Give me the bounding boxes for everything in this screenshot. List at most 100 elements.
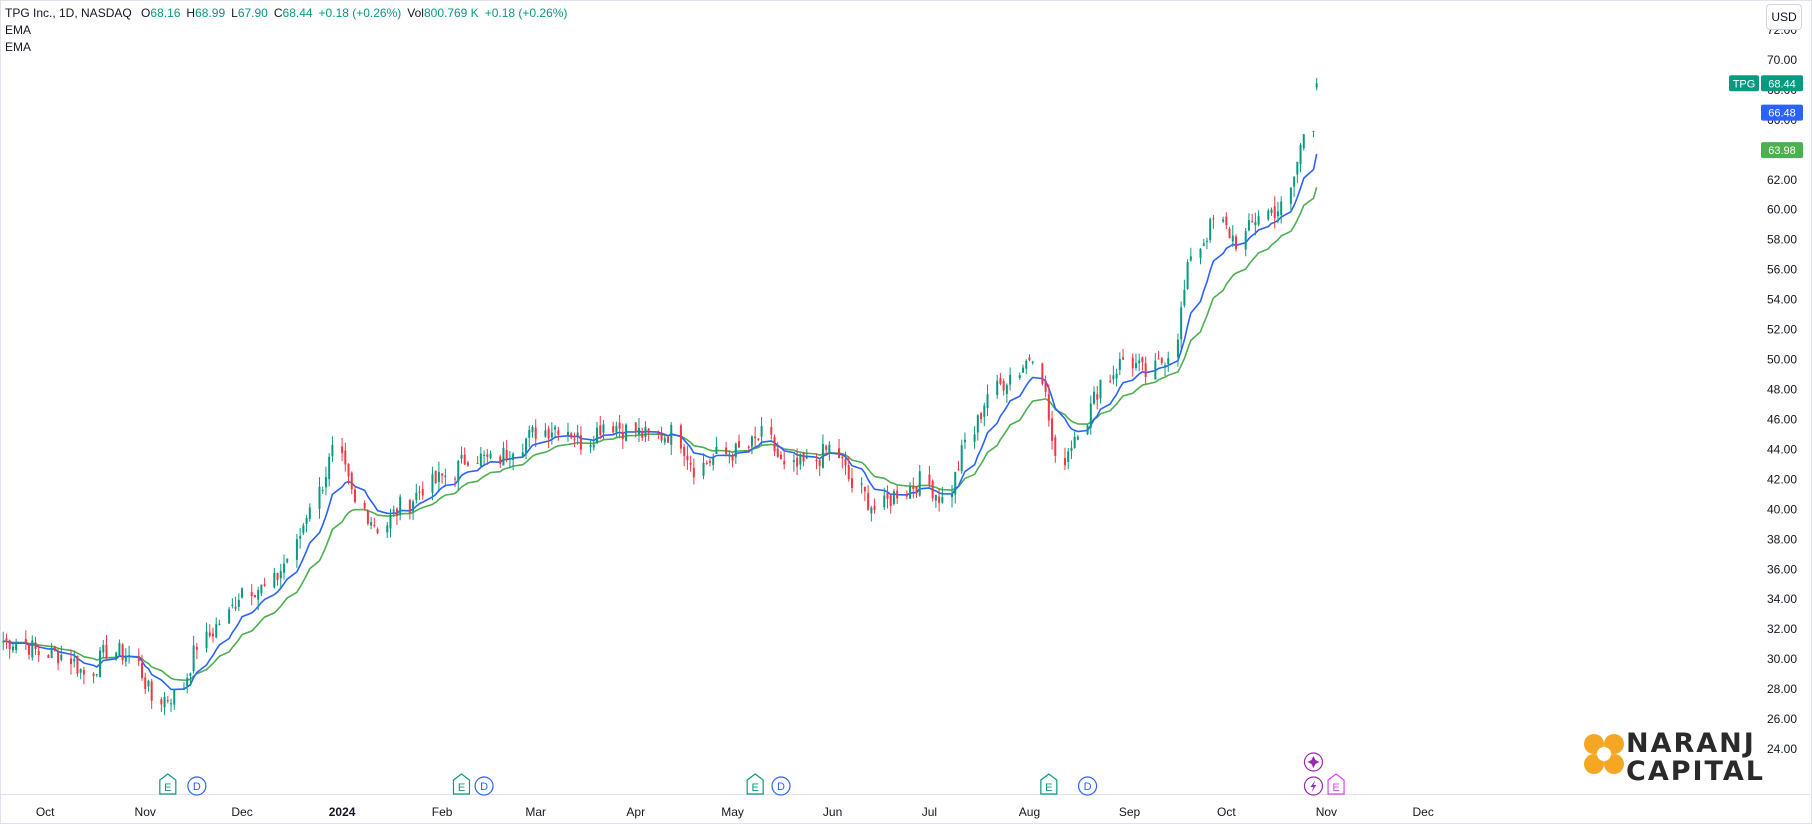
price-tick-label: 54.00	[1767, 293, 1797, 307]
candle	[1076, 434, 1079, 441]
candle	[596, 422, 599, 445]
candle	[350, 471, 353, 495]
candle	[1267, 208, 1270, 222]
candle	[705, 460, 708, 465]
candle	[31, 635, 34, 661]
candle	[592, 435, 595, 451]
symbol-ohlc-row: TPG Inc., 1D, NASDAQ O68.16 H68.99 L67.90 C…	[5, 5, 573, 22]
event-d-marker[interactable]: D	[187, 776, 207, 796]
candle	[1289, 187, 1292, 212]
price-axis[interactable]: 24.00 26.00 28.00 30.00 32.00 34.00 36.00 38.00…	[1767, 23, 1797, 756]
candle	[441, 473, 444, 484]
event-split-marker[interactable]	[1303, 752, 1324, 796]
candle	[1244, 228, 1247, 257]
event-d-marker[interactable]: D	[474, 776, 494, 796]
currency-button[interactable]: USD	[1766, 4, 1802, 30]
candle	[53, 645, 56, 652]
price-tick-label: 42.00	[1767, 472, 1797, 486]
candle	[295, 533, 298, 568]
candle	[115, 651, 118, 661]
legend-value: O68.16	[141, 6, 181, 20]
candle	[1312, 130, 1315, 138]
svg-text:D: D	[480, 781, 488, 793]
event-e-marker[interactable]: E	[159, 773, 177, 795]
candle	[1054, 434, 1057, 463]
candle	[734, 442, 737, 464]
candle	[150, 678, 153, 709]
symbol-title[interactable]: TPG Inc., 1D, NASDAQ	[5, 6, 132, 20]
candle	[47, 654, 50, 658]
ema-value-tag: 63.98	[1761, 142, 1803, 159]
candle	[760, 417, 763, 446]
candle	[15, 638, 18, 654]
event-e-marker[interactable]: E	[746, 773, 764, 795]
candle	[1302, 133, 1305, 151]
candle	[189, 672, 192, 687]
candle	[1225, 212, 1228, 230]
candle	[144, 672, 147, 694]
candle	[147, 679, 150, 692]
candle	[483, 450, 486, 465]
candle	[1205, 237, 1208, 250]
legend-value: +0.18 (+0.26%)	[318, 6, 402, 20]
last-price-tag: TPG 68.44	[1729, 75, 1803, 92]
event-e-marker[interactable]: E	[1040, 773, 1058, 795]
candle	[234, 596, 237, 612]
candle	[750, 435, 753, 455]
candle	[663, 433, 666, 446]
candle	[331, 436, 334, 463]
event-d-marker[interactable]: D	[771, 776, 791, 796]
candle	[95, 673, 98, 678]
candle	[389, 508, 392, 538]
candle	[1247, 213, 1250, 232]
candle	[69, 649, 72, 675]
candle	[140, 654, 143, 681]
indicator-label: EMA	[5, 23, 32, 37]
indicator-ema-1[interactable]: EMA	[5, 22, 573, 39]
candle	[1270, 207, 1273, 216]
time-tick-label: Feb	[432, 805, 453, 819]
candle	[986, 384, 989, 416]
candle	[195, 642, 198, 660]
candle	[1009, 367, 1012, 391]
candle	[1280, 196, 1283, 224]
candle	[825, 444, 828, 456]
candle	[731, 453, 734, 468]
candle	[773, 434, 776, 456]
ema-slow-series	[3, 187, 1318, 682]
candle	[815, 453, 818, 470]
candle	[508, 451, 511, 469]
svg-text:63.98: 63.98	[1768, 145, 1796, 157]
candle	[725, 441, 728, 457]
candle	[192, 635, 195, 674]
candle	[11, 643, 14, 653]
event-e-marker[interactable]: E	[1327, 773, 1345, 795]
time-axis[interactable]: Oct Nov Dec 2024 Feb Mar Apr May Jun Jul Aug Sep Oct…	[36, 805, 1434, 819]
candle	[73, 650, 76, 668]
candle	[847, 456, 850, 482]
price-tick-label: 48.00	[1767, 383, 1797, 397]
event-d-marker[interactable]: D	[1077, 776, 1098, 796]
brand-name: NARANJ CAPITAL	[1626, 730, 1765, 786]
candle	[1209, 217, 1212, 243]
event-e-marker[interactable]: E	[452, 773, 471, 795]
indicator-ema-2[interactable]: EMA	[5, 39, 573, 56]
candle	[5, 633, 8, 649]
candle	[544, 423, 547, 438]
candle	[844, 451, 847, 475]
candle	[257, 586, 260, 611]
candle	[702, 453, 705, 480]
candle	[463, 447, 466, 466]
svg-text:E: E	[1332, 782, 1339, 794]
candle	[641, 427, 644, 441]
candle	[828, 441, 831, 461]
candle	[286, 558, 289, 564]
candle	[218, 619, 221, 626]
candle	[1180, 301, 1183, 350]
candle	[373, 517, 376, 528]
candle	[934, 494, 937, 508]
candle	[121, 643, 124, 665]
candle	[667, 435, 670, 443]
